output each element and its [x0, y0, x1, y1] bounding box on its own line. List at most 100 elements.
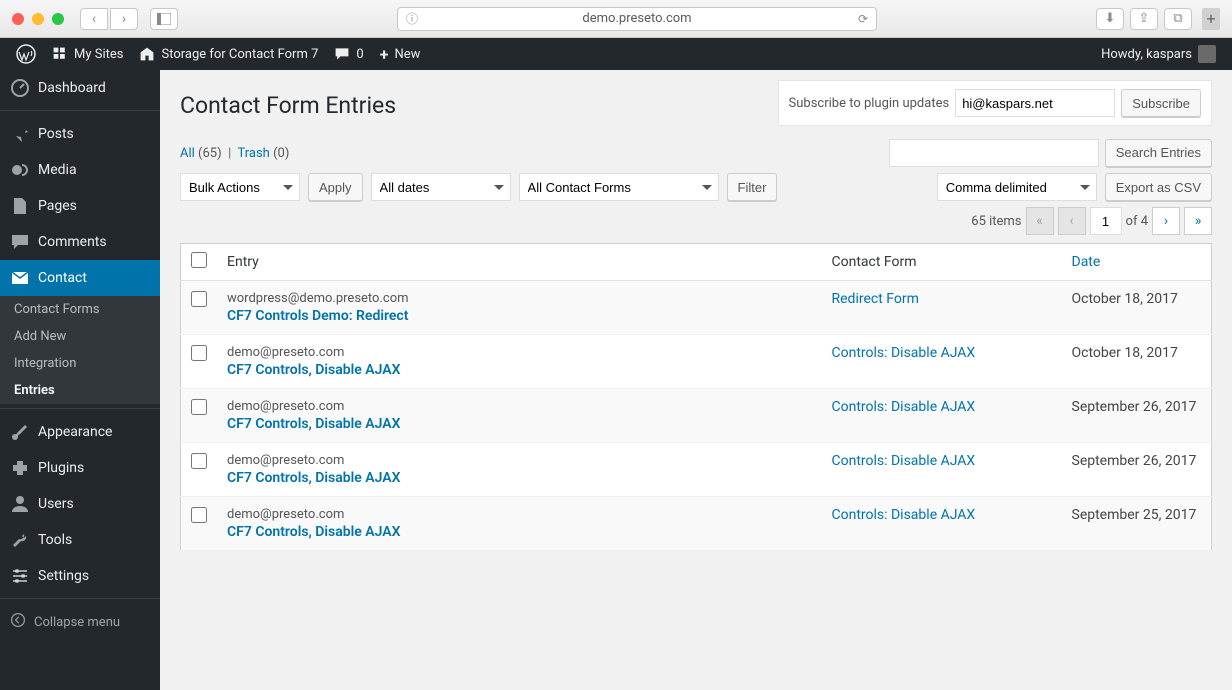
form-link[interactable]: Redirect Form [832, 291, 919, 307]
page-icon [10, 196, 30, 216]
filter-button[interactable]: Filter [727, 173, 778, 201]
sidebar-item-tools[interactable]: Tools [0, 522, 160, 558]
entry-title-link[interactable]: CF7 Controls, Disable AJAX [227, 524, 812, 540]
dashboard-icon [10, 78, 30, 98]
first-page-button[interactable]: « [1026, 207, 1054, 235]
tabs-icon[interactable]: ⧉ [1164, 8, 1192, 30]
sidebar-item-pages[interactable]: Pages [0, 188, 160, 224]
plus-icon: + [380, 45, 389, 64]
comments-link[interactable]: 0 [326, 38, 371, 70]
sidebar-item-contact[interactable]: Contact [0, 260, 160, 296]
download-icon[interactable]: ⬇ [1096, 8, 1124, 30]
sidebar-item-posts[interactable]: Posts [0, 116, 160, 152]
sidebar-item-media[interactable]: Media [0, 152, 160, 188]
date-filter-select[interactable]: All dates [371, 173, 511, 201]
share-icon[interactable]: ⇪ [1130, 8, 1158, 30]
entry-email: demo@preseto.com [227, 399, 812, 414]
sidebar-toggle-icon[interactable] [150, 8, 178, 30]
last-page-button[interactable]: » [1184, 207, 1212, 235]
howdy-link[interactable]: Howdy, kaspars [1093, 38, 1224, 70]
avatar-icon [1198, 45, 1216, 63]
column-entry[interactable]: Entry [217, 244, 822, 281]
pagination: 65 items « ‹ of 4 › » [180, 207, 1212, 235]
entry-date: September 26, 2017 [1062, 389, 1212, 443]
export-format-select[interactable]: Comma delimited [937, 173, 1097, 201]
form-link[interactable]: Controls: Disable AJAX [832, 399, 976, 415]
collapse-menu-button[interactable]: Collapse menu [0, 604, 160, 640]
filter-all-link[interactable]: All [180, 146, 195, 161]
row-checkbox[interactable] [191, 453, 207, 469]
entry-title-link[interactable]: CF7 Controls, Disable AJAX [227, 470, 812, 486]
sidebar-item-users[interactable]: Users [0, 486, 160, 522]
subscribe-button[interactable]: Subscribe [1121, 89, 1201, 117]
maximize-window-icon[interactable] [52, 13, 64, 25]
search-input[interactable] [889, 139, 1099, 167]
my-sites-link[interactable]: My Sites [44, 38, 131, 70]
submenu-integration[interactable]: Integration [0, 350, 160, 377]
filter-trash-link[interactable]: Trash [237, 146, 269, 161]
back-button[interactable]: ‹ [80, 8, 108, 30]
reload-icon[interactable]: ⟳ [858, 12, 868, 26]
page-title: Contact Form Entries [180, 83, 396, 123]
sidebar-item-dashboard[interactable]: Dashboard [0, 70, 160, 106]
row-checkbox[interactable] [191, 291, 207, 307]
settings-icon [10, 566, 30, 586]
sidebar-item-plugins[interactable]: Plugins [0, 450, 160, 486]
trash-count: (0) [273, 146, 289, 161]
sidebar-item-comments[interactable]: Comments [0, 224, 160, 260]
search-entries-button[interactable]: Search Entries [1105, 139, 1212, 167]
new-tab-button[interactable]: + [1202, 8, 1220, 30]
entry-title-link[interactable]: CF7 Controls, Disable AJAX [227, 416, 812, 432]
howdy-label: Howdy, kaspars [1101, 47, 1192, 62]
select-all-checkbox[interactable] [191, 252, 207, 268]
entry-date: September 26, 2017 [1062, 443, 1212, 497]
sidebar-item-label: Tools [38, 532, 72, 548]
form-link[interactable]: Controls: Disable AJAX [832, 507, 976, 523]
comment-icon [10, 232, 30, 252]
prev-page-button[interactable]: ‹ [1058, 207, 1086, 235]
sidebar-item-appearance[interactable]: Appearance [0, 414, 160, 450]
minimize-window-icon[interactable] [32, 13, 44, 25]
submenu-add-new[interactable]: Add New [0, 323, 160, 350]
menu-separator [0, 404, 160, 409]
sidebar-item-settings[interactable]: Settings [0, 558, 160, 594]
new-content-link[interactable]: + New [372, 38, 429, 70]
site-name-label: Storage for Contact Form 7 [161, 47, 318, 62]
plugin-icon [10, 458, 30, 478]
my-sites-label: My Sites [74, 47, 123, 62]
entry-title-link[interactable]: CF7 Controls Demo: Redirect [227, 308, 812, 324]
bulk-actions-select[interactable]: Bulk Actions [180, 173, 300, 201]
submenu-entries[interactable]: Entries [0, 377, 160, 404]
info-icon: ⓘ [406, 10, 418, 27]
page-total-label: of 4 [1126, 214, 1148, 229]
submenu-contact-forms[interactable]: Contact Forms [0, 296, 160, 323]
subscribe-box: Subscribe to plugin updates Subscribe [778, 80, 1212, 126]
row-checkbox[interactable] [191, 399, 207, 415]
entry-date: October 18, 2017 [1062, 281, 1212, 335]
table-row: demo@preseto.com CF7 Controls, Disable A… [181, 335, 1212, 389]
row-checkbox[interactable] [191, 507, 207, 523]
subscribe-email-input[interactable] [955, 89, 1115, 117]
menu-separator [0, 106, 160, 111]
column-form[interactable]: Contact Form [822, 244, 1062, 281]
apply-button[interactable]: Apply [308, 173, 363, 201]
items-count: 65 items [971, 214, 1021, 229]
current-page-input[interactable] [1090, 207, 1122, 235]
entry-email: demo@preseto.com [227, 507, 812, 522]
forward-button[interactable]: › [110, 8, 138, 30]
wp-logo-icon[interactable] [8, 38, 44, 70]
form-link[interactable]: Controls: Disable AJAX [832, 345, 976, 361]
site-name-link[interactable]: Storage for Contact Form 7 [131, 38, 326, 70]
select-all-header [181, 244, 218, 281]
form-filter-select[interactable]: All Contact Forms [519, 173, 719, 201]
form-link[interactable]: Controls: Disable AJAX [832, 453, 976, 469]
wp-body: Dashboard Posts Media Pages Comments Con… [0, 70, 1232, 690]
mail-icon [10, 268, 30, 288]
next-page-button[interactable]: › [1152, 207, 1180, 235]
close-window-icon[interactable] [12, 13, 24, 25]
export-csv-button[interactable]: Export as CSV [1105, 173, 1212, 201]
url-bar[interactable]: ⓘ demo.preseto.com ⟳ [397, 7, 877, 31]
column-date[interactable]: Date [1062, 244, 1212, 281]
row-checkbox[interactable] [191, 345, 207, 361]
entry-title-link[interactable]: CF7 Controls, Disable AJAX [227, 362, 812, 378]
